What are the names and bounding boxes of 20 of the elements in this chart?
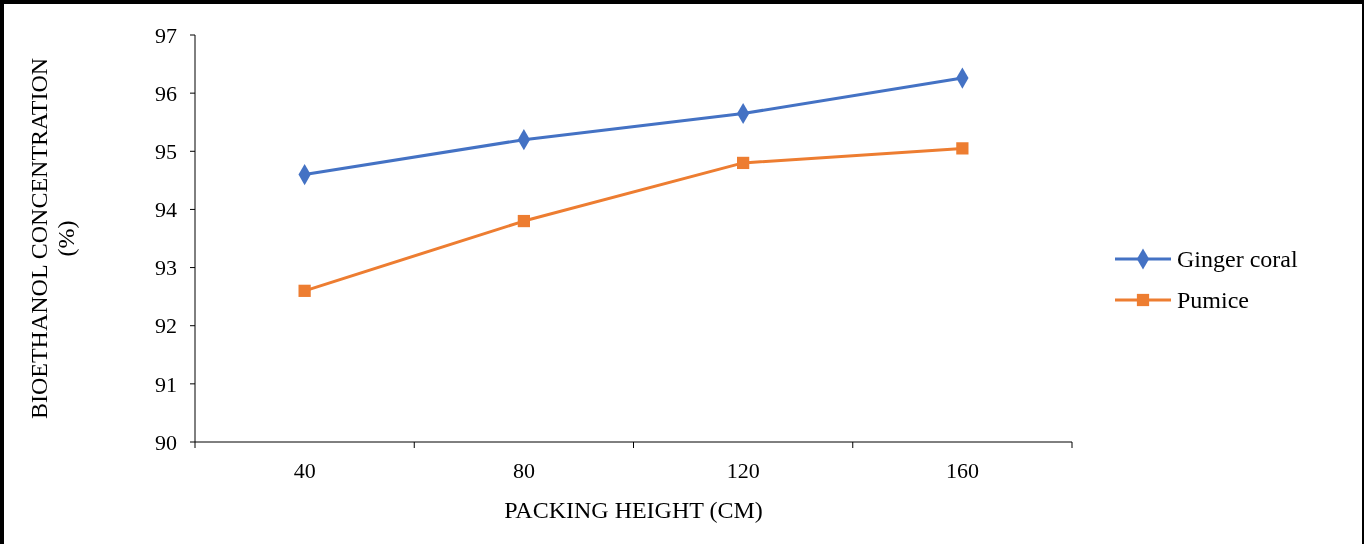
x-tick-label: 160 (945, 458, 979, 483)
x-tick-label: 80 (512, 458, 535, 483)
y-tick-label: 97 (155, 22, 177, 48)
legend-label: Ginger coral (1177, 246, 1298, 273)
x-tick-label: 40 (293, 458, 316, 483)
point (956, 142, 969, 155)
x-axis-title: PACKING HEIGHT (CM) (504, 497, 763, 523)
point (737, 156, 750, 170)
y-tick-label: 91 (155, 371, 177, 397)
legend-label: Pumice (1177, 287, 1249, 314)
point (517, 214, 530, 228)
point (298, 284, 311, 297)
y-tick-label: 93 (155, 255, 177, 281)
x-tick-label: 120 (726, 458, 760, 483)
y-tick-label: 96 (155, 80, 177, 106)
y-tick-label: 90 (155, 429, 177, 455)
y-axis-title: BIOETHANOL CONCENTRATION (%) (26, 57, 79, 420)
y-tick-label: 92 (155, 313, 177, 339)
y-tick-label: 95 (155, 138, 177, 164)
y-tick-label: 94 (155, 197, 177, 223)
